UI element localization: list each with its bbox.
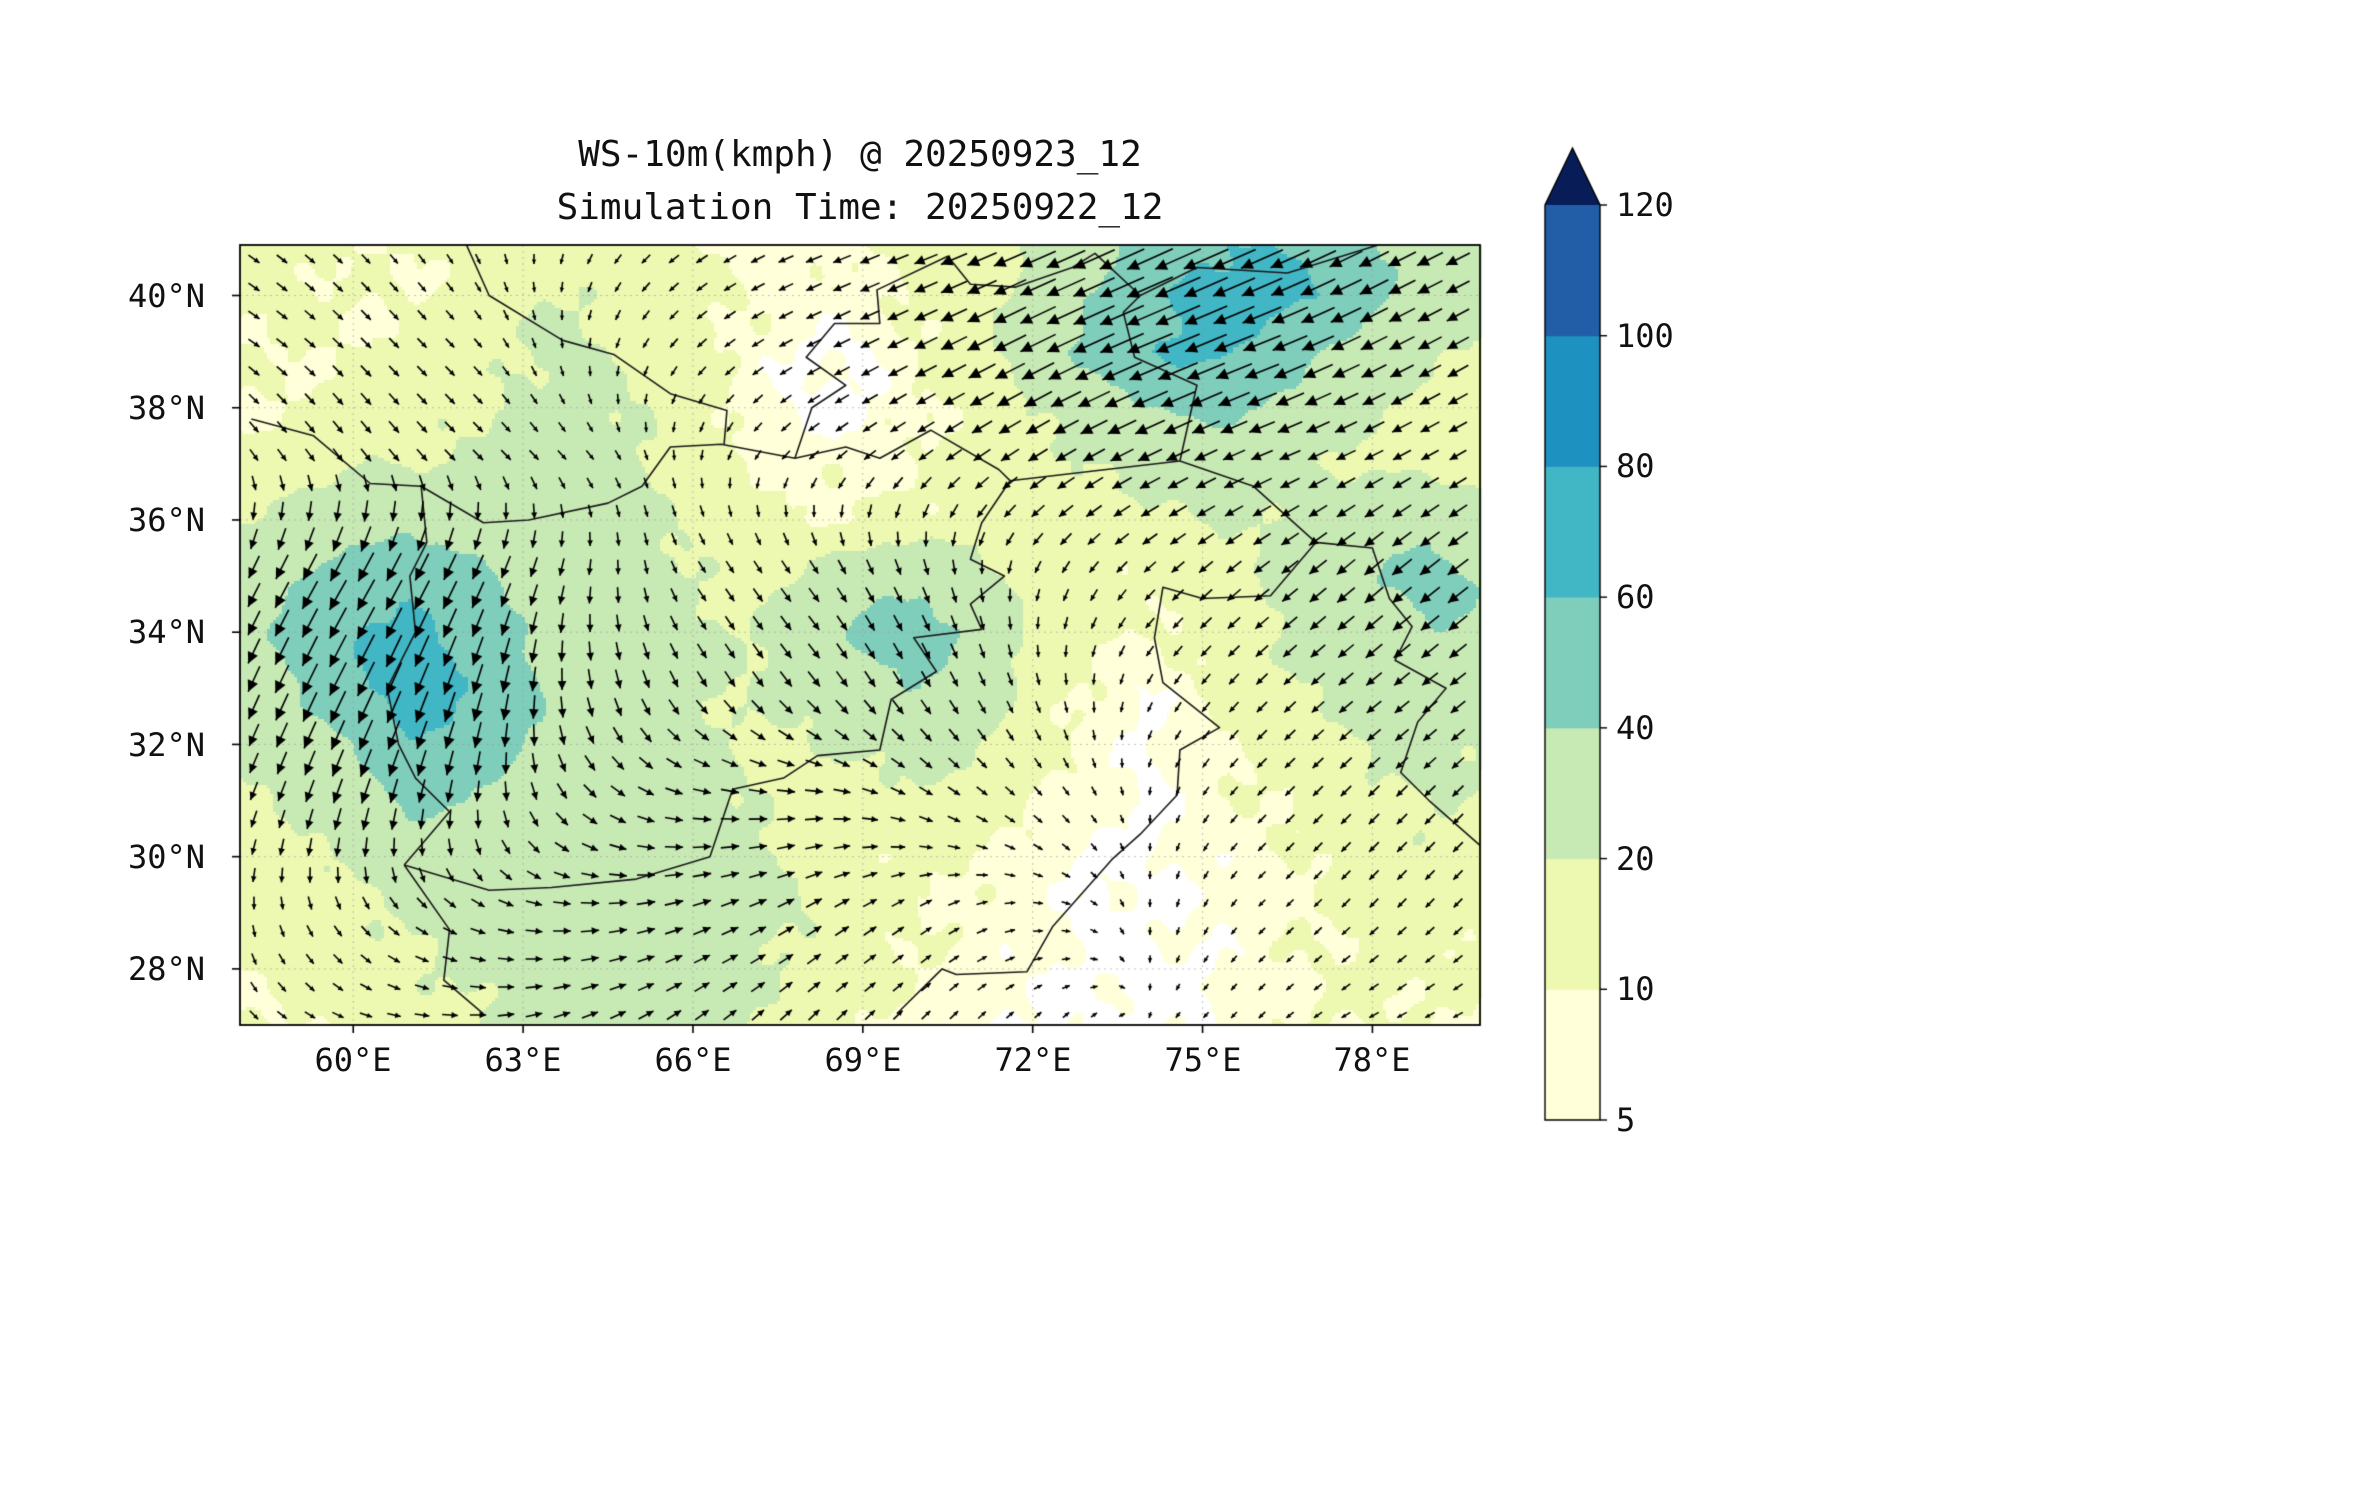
cbar-label-5: 5	[1616, 1101, 1636, 1139]
cbar-label-80: 80	[1616, 447, 1655, 485]
x-tick-label-72e: 72°E	[994, 1041, 1072, 1079]
cbar-label-20: 20	[1616, 840, 1655, 878]
figure-title: WS-10m(kmph) @ 20250923_12 Simulation Ti…	[240, 128, 1480, 234]
y-tick-label-34n: 34°N	[127, 613, 205, 651]
y-tick-label-40n: 40°N	[127, 277, 205, 315]
cbar-label-120: 120	[1616, 186, 1674, 224]
cbar-label-40: 40	[1616, 709, 1655, 747]
y-tick-label-28n: 28°N	[127, 950, 205, 988]
title-line-2: Simulation Time: 20250922_12	[556, 187, 1164, 228]
y-tick-label-36n: 36°N	[127, 501, 205, 539]
x-tick-label-63e: 63°E	[484, 1041, 562, 1079]
cbar-label-100: 100	[1616, 317, 1674, 355]
x-tick-label-75e: 75°E	[1164, 1041, 1242, 1079]
title-line-1: WS-10m(kmph) @ 20250923_12	[578, 134, 1142, 175]
cbar-label-10: 10	[1616, 970, 1655, 1008]
x-tick-label-60e: 60°E	[314, 1041, 392, 1079]
cbar-label-60: 60	[1616, 578, 1655, 616]
x-tick-label-78e: 78°E	[1333, 1041, 1411, 1079]
x-tick-label-69e: 69°E	[824, 1041, 902, 1079]
y-tick-label-38n: 38°N	[127, 389, 205, 427]
x-tick-label-66e: 66°E	[654, 1041, 732, 1079]
y-tick-label-32n: 32°N	[127, 726, 205, 764]
y-tick-label-30n: 30°N	[127, 838, 205, 876]
